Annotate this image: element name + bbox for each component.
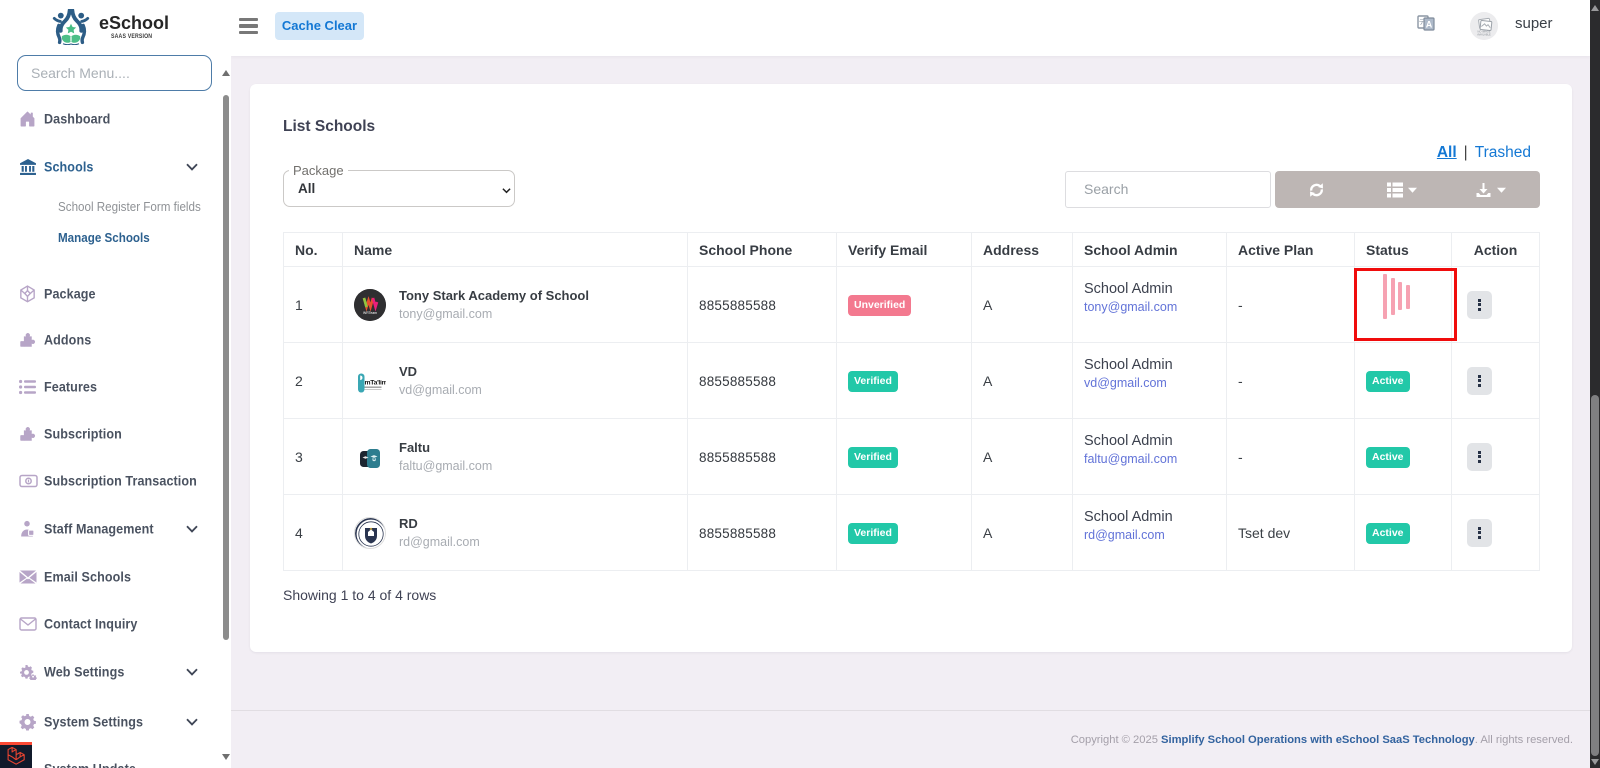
svg-text:WRTeam: WRTeam <box>363 311 377 315</box>
svg-text:テ: テ <box>1419 18 1426 26</box>
svg-text:AVAILABLE: AVAILABLE <box>1477 33 1491 37</box>
svg-text:A: A <box>1426 20 1433 30</box>
svg-text:mTa'lim: mTa'lim <box>365 379 387 386</box>
svg-text:NO IMAGE: NO IMAGE <box>1478 30 1491 34</box>
